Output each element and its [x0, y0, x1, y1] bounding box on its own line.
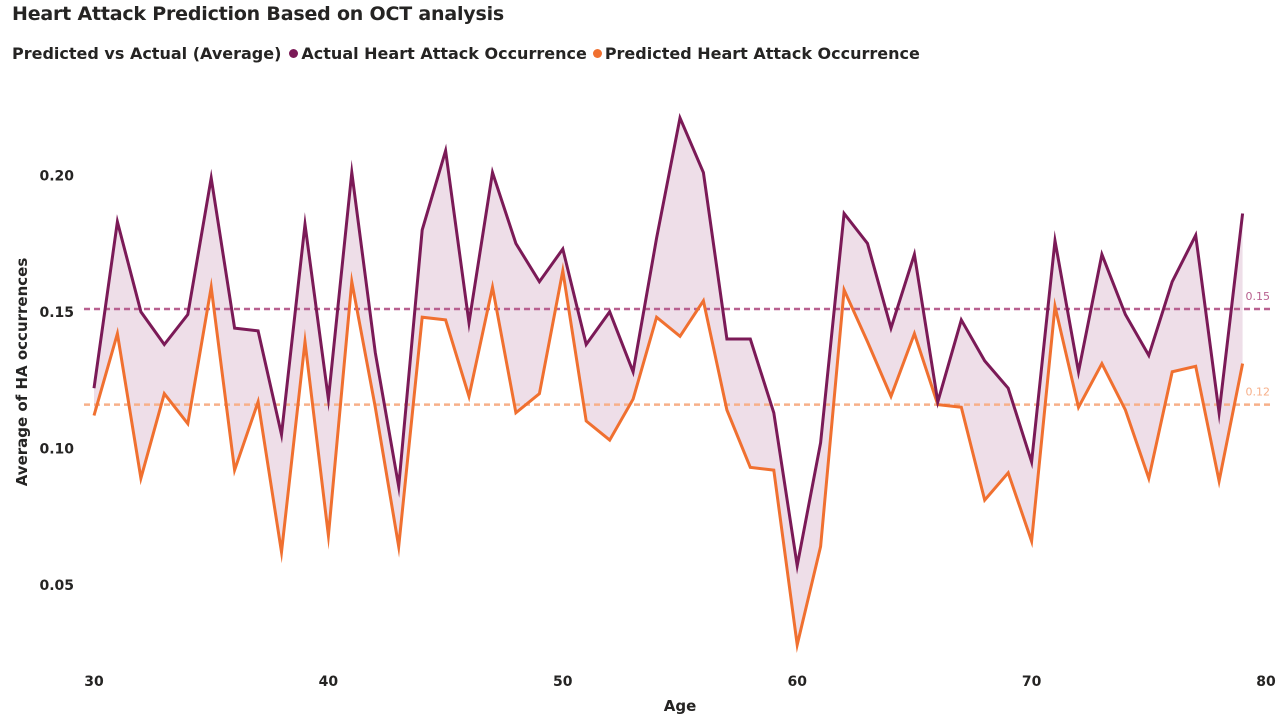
series-line-predicted [92, 262, 1245, 654]
x-tick-label: 30 [84, 674, 104, 690]
series-lines-layer [92, 112, 1245, 654]
x-tick-label: 70 [1022, 674, 1042, 690]
y-axis-title: Average of HA occurrences [13, 258, 31, 487]
reference-label-actual: 0.15 [1246, 290, 1271, 303]
x-tick-label: 40 [319, 674, 339, 690]
x-axis-title: Age [664, 697, 697, 715]
x-tick-label: 50 [553, 674, 573, 690]
difference-area-layer [94, 117, 1243, 645]
legend-item-predicted[interactable]: Predicted Heart Attack Occurrence [592, 44, 920, 63]
y-tick-label: 0.15 [39, 305, 74, 321]
difference-area [94, 117, 1243, 645]
chart-title: Heart Attack Prediction Based on OCT ana… [12, 3, 505, 25]
y-tick-label: 0.10 [39, 441, 74, 457]
reference-lines-layer: 0.15 0.12 [84, 290, 1274, 406]
x-tick-label: 80 [1256, 674, 1276, 690]
legend-label-actual: Actual Heart Attack Occurrence [301, 44, 587, 63]
series-line-actual [92, 112, 1245, 575]
legend-item-actual[interactable]: Actual Heart Attack Occurrence [289, 44, 587, 63]
y-tick-label: 0.20 [39, 168, 74, 184]
y-tick-label: 0.05 [39, 578, 74, 594]
legend-marker-predicted [592, 49, 602, 58]
x-axis-ticks: 30 40 50 60 70 80 [84, 674, 1276, 690]
reference-label-predicted: 0.12 [1246, 386, 1271, 399]
legend-title: Predicted vs Actual (Average) [12, 44, 282, 63]
legend-label-predicted: Predicted Heart Attack Occurrence [604, 44, 920, 63]
x-tick-label: 60 [787, 674, 807, 690]
legend: Predicted vs Actual (Average) Actual Hea… [12, 44, 926, 63]
y-axis-ticks: 0.05 0.10 0.15 0.20 [39, 168, 74, 594]
legend-marker-actual [289, 49, 299, 58]
